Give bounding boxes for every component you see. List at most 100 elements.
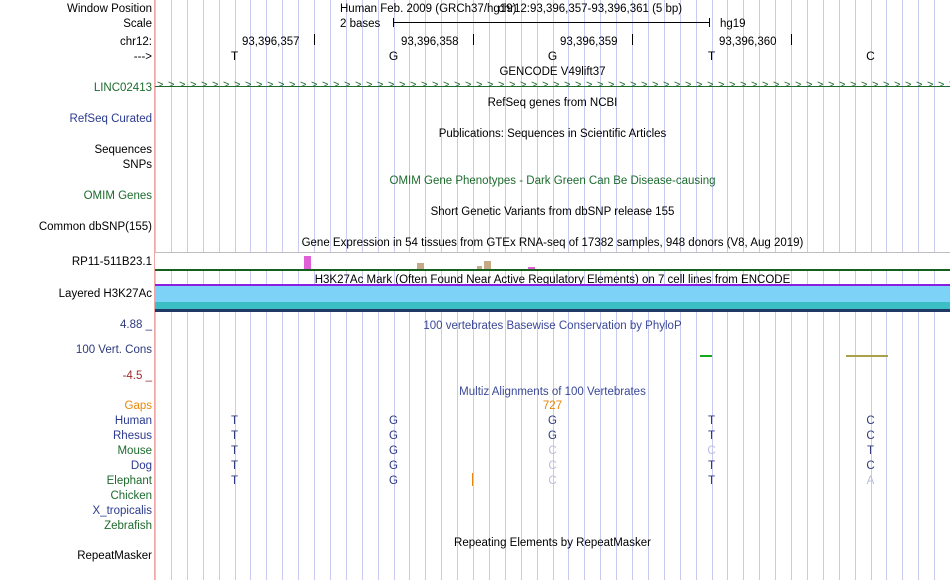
label-cons-max: 4.88 _ bbox=[120, 319, 152, 331]
label-gene-linc02413[interactable]: LINC02413 bbox=[93, 82, 152, 94]
label-scale[interactable]: Scale bbox=[123, 18, 152, 30]
gene-strand-arrow: > bbox=[553, 81, 560, 91]
gene-strand-arrow: > bbox=[322, 81, 329, 91]
track-title-omim[interactable]: OMIM Gene Phenotypes - Dark Green Can Be… bbox=[389, 175, 716, 187]
multiz-base: C bbox=[548, 475, 557, 487]
phylop-bar[interactable] bbox=[700, 355, 712, 357]
gene-strand-arrow: > bbox=[465, 81, 472, 91]
gene-strand-arrow: > bbox=[531, 81, 538, 91]
assembly-text: Human Feb. 2009 (GRCh37/hg19) bbox=[340, 3, 517, 15]
track-title-gencode[interactable]: GENCODE V49lift37 bbox=[499, 66, 606, 78]
ruler-base: G bbox=[388, 49, 399, 63]
ruler-position-label: 93,396,360 bbox=[719, 36, 777, 48]
label-snps[interactable]: SNPs bbox=[122, 159, 152, 171]
assembly-db-label: hg19 bbox=[720, 18, 746, 30]
track-title-repeatmasker[interactable]: Repeating Elements by RepeatMasker bbox=[454, 537, 651, 549]
gene-strand-arrow: > bbox=[938, 81, 945, 91]
species-label-chicken[interactable]: Chicken bbox=[110, 490, 152, 502]
track-title-refseq[interactable]: RefSeq genes from NCBI bbox=[487, 97, 618, 109]
species-label-x_tropicalis[interactable]: X_tropicalis bbox=[92, 505, 152, 517]
label-gtex-gene[interactable]: RP11-511B23.1 bbox=[71, 256, 152, 268]
gene-strand-arrow: > bbox=[333, 81, 340, 91]
ruler-tick bbox=[632, 34, 633, 45]
gene-strand-arrow: > bbox=[498, 81, 505, 91]
gene-strand-arrow: > bbox=[927, 81, 934, 91]
multiz-base: A bbox=[866, 475, 875, 487]
gene-strand-arrow: > bbox=[905, 81, 912, 91]
label-chrom[interactable]: chr12: bbox=[120, 36, 152, 48]
phylop-bar[interactable] bbox=[846, 355, 888, 357]
gene-strand-arrow: > bbox=[564, 81, 571, 91]
label-gaps[interactable]: Gaps bbox=[124, 400, 153, 412]
ruler-base: C bbox=[866, 49, 875, 63]
gene-strand-arrow: > bbox=[674, 81, 681, 91]
gene-strand-arrow: > bbox=[861, 81, 868, 91]
gene-strand-arrow: > bbox=[718, 81, 725, 91]
ruler-tick bbox=[791, 34, 792, 45]
label-sequences[interactable]: Sequences bbox=[94, 144, 152, 156]
gtex-expression-bar[interactable] bbox=[304, 256, 311, 270]
track-title-publications[interactable]: Publications: Sequences in Scientific Ar… bbox=[438, 128, 667, 140]
species-label-elephant[interactable]: Elephant bbox=[106, 475, 152, 487]
label-common-dbsnp[interactable]: Common dbSNP(155) bbox=[38, 221, 152, 233]
species-label-rhesus[interactable]: Rhesus bbox=[113, 430, 152, 442]
gene-strand-arrow: > bbox=[586, 81, 593, 91]
multiz-base: T bbox=[230, 445, 239, 457]
gene-strand-arrow: > bbox=[751, 81, 758, 91]
multiz-base: T bbox=[707, 415, 716, 427]
label-omim-genes[interactable]: OMIM Genes bbox=[83, 190, 152, 202]
scale-label: 2 bases bbox=[340, 18, 381, 30]
gene-linc02413-arrow-row[interactable]: > > > > > > > > > > > > > > > > > > > > > > > > > > > > > > > > > > > > > > > >… bbox=[155, 81, 950, 92]
gtex-expression-bar[interactable] bbox=[417, 263, 424, 270]
label-refseq-curated[interactable]: RefSeq Curated bbox=[69, 113, 152, 125]
label-window-position[interactable]: Window Position bbox=[66, 3, 152, 15]
position-text[interactable]: chr12:93,396,357-93,396,361 (5 bp) bbox=[498, 3, 683, 15]
gene-strand-arrow: > bbox=[608, 81, 615, 91]
gene-strand-arrow: > bbox=[663, 81, 670, 91]
scale-bar bbox=[393, 18, 710, 27]
multiz-gap-mark bbox=[472, 473, 473, 486]
track-title-phylop[interactable]: 100 vertebrates Basewise Conservation by… bbox=[423, 320, 682, 332]
gene-strand-arrow: > bbox=[289, 81, 296, 91]
gene-strand-arrow: > bbox=[432, 81, 439, 91]
label-cons-track[interactable]: 100 Vert. Cons bbox=[75, 344, 152, 356]
gene-strand-arrow: > bbox=[377, 81, 384, 91]
gene-strand-arrow: > bbox=[806, 81, 813, 91]
multiz-base: T bbox=[230, 460, 239, 472]
gtex-expression-bar[interactable] bbox=[528, 267, 535, 270]
gtex-expression-bars[interactable] bbox=[155, 252, 950, 270]
gene-strand-arrow: > bbox=[421, 81, 428, 91]
species-label-human[interactable]: Human bbox=[114, 415, 152, 427]
multiz-base: T bbox=[230, 430, 239, 442]
gene-strand-arrow: > bbox=[894, 81, 901, 91]
multiz-base: C bbox=[548, 445, 557, 457]
multiz-base: G bbox=[389, 430, 398, 442]
gene-strand-arrow: > bbox=[399, 81, 406, 91]
gene-strand-arrow: > bbox=[267, 81, 274, 91]
multiz-base: T bbox=[707, 430, 716, 442]
gene-strand-arrow: > bbox=[916, 81, 923, 91]
species-label-zebrafish[interactable]: Zebrafish bbox=[104, 520, 152, 532]
gene-strand-arrow: > bbox=[883, 81, 890, 91]
gtex-expression-bar[interactable] bbox=[484, 261, 491, 270]
gene-strand-arrow: > bbox=[850, 81, 857, 91]
species-label-mouse[interactable]: Mouse bbox=[117, 445, 152, 457]
gene-strand-arrow: > bbox=[795, 81, 802, 91]
multiz-base: T bbox=[707, 460, 716, 472]
track-label-column: Window Position Scale chr12: ---> LINC02… bbox=[0, 0, 152, 580]
track-title-gtex[interactable]: Gene Expression in 54 tissues from GTEx … bbox=[301, 237, 804, 249]
gene-strand-arrow: > bbox=[509, 81, 516, 91]
track-title-dbsnp[interactable]: Short Genetic Variants from dbSNP releas… bbox=[430, 206, 675, 218]
gene-strand-arrow: > bbox=[366, 81, 373, 91]
gtex-expression-bar[interactable] bbox=[477, 266, 482, 270]
label-strand[interactable]: ---> bbox=[133, 51, 152, 63]
gene-strand-arrow: > bbox=[828, 81, 835, 91]
label-repeatmasker[interactable]: RepeatMasker bbox=[77, 550, 152, 562]
label-layered-h3k27ac[interactable]: Layered H3K27Ac bbox=[58, 288, 152, 300]
multiz-base: G bbox=[389, 415, 398, 427]
track-title-multiz[interactable]: Multiz Alignments of 100 Vertebrates bbox=[459, 386, 646, 398]
track-title-h3k27ac[interactable]: H3K27Ac Mark (Often Found Near Active Re… bbox=[314, 274, 791, 286]
gene-strand-arrow: > bbox=[520, 81, 527, 91]
species-label-dog[interactable]: Dog bbox=[130, 460, 152, 472]
gene-strand-arrow: > bbox=[278, 81, 285, 91]
